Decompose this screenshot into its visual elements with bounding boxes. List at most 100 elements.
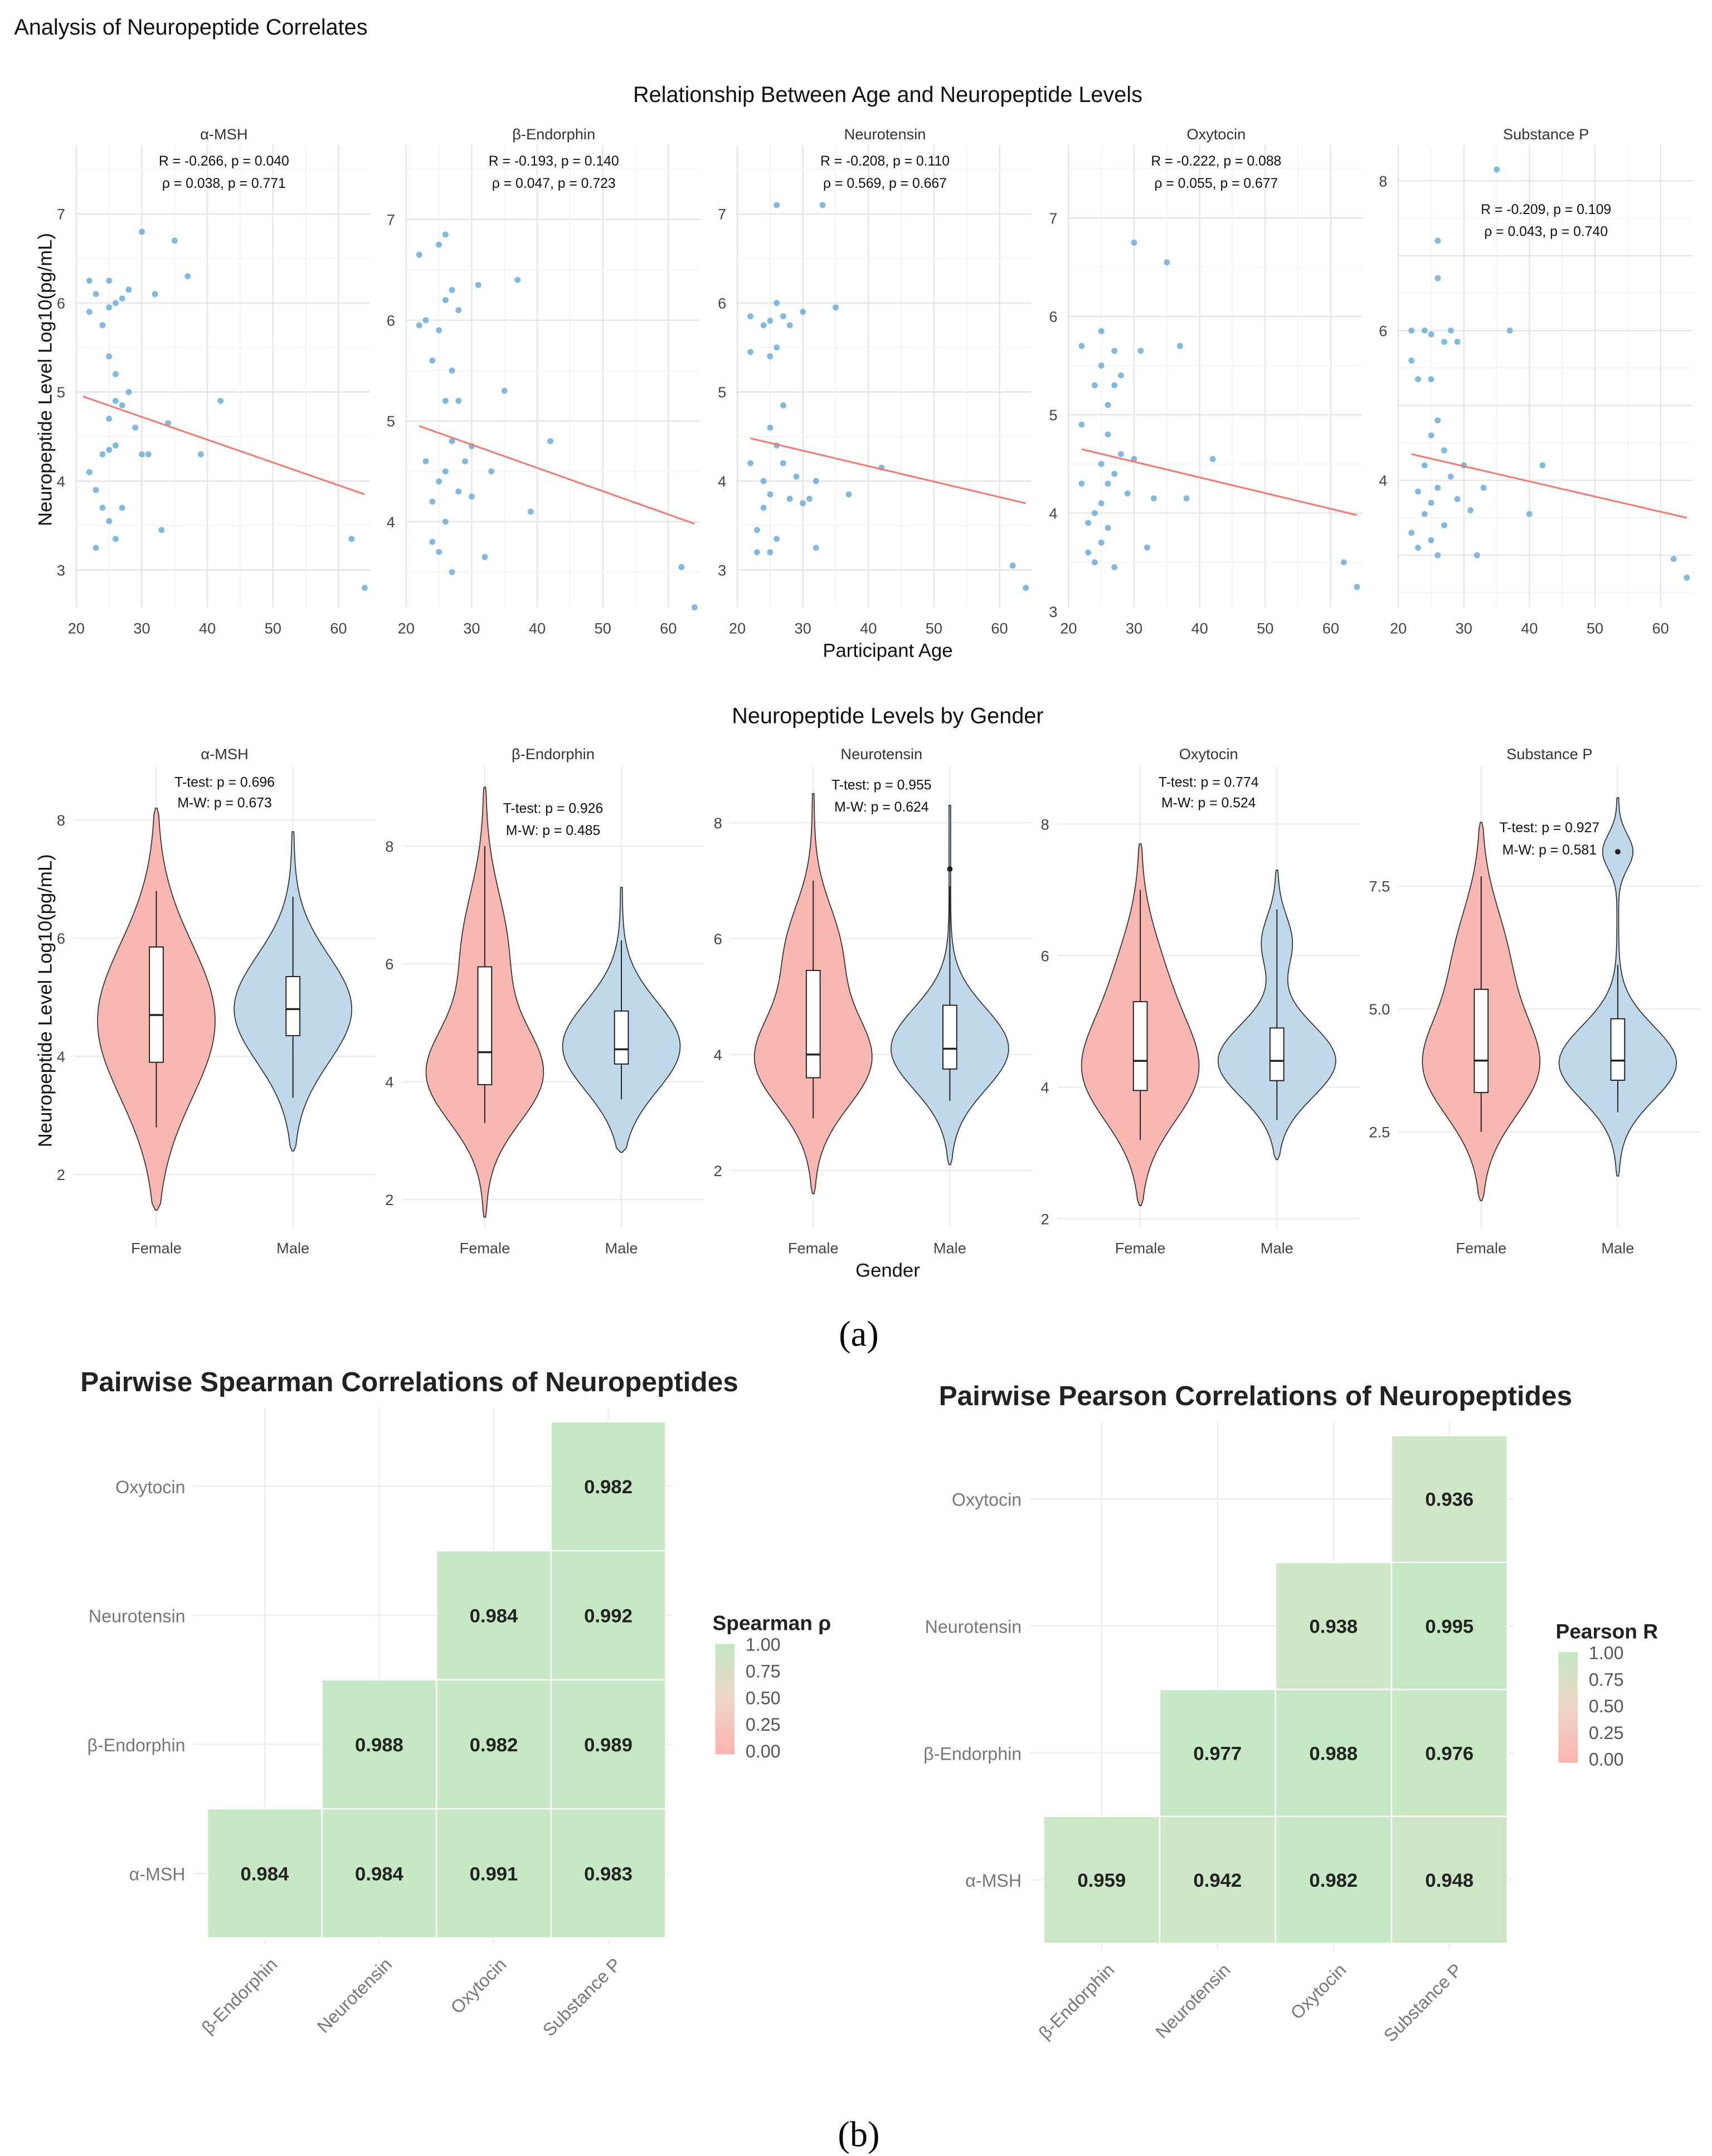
data-point	[1111, 470, 1118, 477]
cell-value: 0.989	[584, 1735, 633, 1756]
data-point	[113, 371, 119, 377]
data-point	[436, 478, 442, 485]
cell-value: 0.982	[470, 1735, 518, 1756]
data-point	[93, 487, 99, 493]
data-point	[1354, 584, 1360, 590]
data-point	[1494, 166, 1500, 173]
y-tick-label: 6	[57, 294, 65, 312]
facet-title: Neurotensin	[844, 125, 926, 143]
violin-ylabel: Neuropeptide Level Log10(pg/mL)	[35, 854, 56, 1147]
x-tick-label: 50	[1587, 620, 1603, 637]
y-tick-label: 4	[1041, 1079, 1049, 1096]
data-point	[1023, 585, 1029, 591]
y-tick-label: 6	[1041, 947, 1049, 964]
x-tick-label: 40	[860, 620, 877, 637]
mann-whitney-stat: M-W: p = 0.673	[177, 796, 271, 811]
data-point	[99, 504, 106, 511]
data-point	[442, 518, 449, 525]
pearson-stat: R = -0.209, p = 0.109	[1481, 202, 1611, 217]
data-point	[786, 496, 793, 502]
boxplot-box	[149, 946, 164, 1063]
data-point	[475, 281, 481, 288]
x-tick-label: 30	[1126, 620, 1142, 637]
y-tick-label: 4	[718, 473, 726, 490]
data-point	[753, 549, 760, 556]
data-point	[442, 231, 449, 238]
data-point	[106, 278, 113, 284]
x-tick-label: Male	[276, 1239, 309, 1256]
mann-whitney-stat: M-W: p = 0.485	[506, 823, 600, 838]
data-point	[139, 229, 145, 235]
y-tick-label: 4	[385, 1074, 393, 1091]
data-point	[806, 496, 813, 502]
scatter-facet: β-Endorphin 4 5 6 7 20 30 40 50 60 R = -0.193, p =…	[387, 125, 701, 637]
x-tick-label: 40	[1521, 620, 1538, 637]
col-label: Neurotensin	[1151, 1960, 1234, 2042]
mann-whitney-stat: M-W: p = 0.624	[834, 800, 929, 815]
data-point	[845, 491, 852, 498]
facet-title: β-Endorphin	[512, 125, 595, 143]
facet-title: Neurotensin	[840, 745, 922, 763]
data-point	[774, 536, 780, 542]
data-point	[780, 460, 786, 467]
x-tick-label: 40	[1191, 620, 1208, 637]
data-point	[416, 251, 422, 258]
data-point	[99, 451, 106, 458]
data-point	[455, 488, 462, 495]
data-point	[1467, 507, 1474, 513]
data-point	[760, 478, 767, 484]
boxplot-box	[285, 976, 301, 1037]
data-point	[1118, 451, 1124, 458]
data-point	[767, 491, 774, 498]
data-point	[547, 438, 553, 444]
data-point	[217, 397, 224, 404]
data-point	[119, 295, 125, 302]
data-point	[106, 304, 113, 310]
data-point	[819, 202, 826, 208]
data-point	[767, 549, 774, 556]
facet-title: α-MSH	[200, 125, 247, 143]
data-point	[442, 468, 449, 475]
x-tick-label: Female	[459, 1239, 510, 1256]
data-point	[514, 276, 521, 283]
panel-label-a: (a)	[839, 1314, 878, 1353]
regression-line	[419, 425, 695, 525]
data-point	[455, 307, 462, 313]
data-point	[747, 460, 754, 467]
data-point	[125, 287, 132, 293]
facet-title: β-Endorphin	[512, 745, 595, 763]
data-point	[1144, 544, 1150, 551]
data-point	[442, 397, 449, 404]
data-point	[1078, 480, 1085, 487]
heatmap-cell	[321, 1808, 437, 1939]
cell-value: 0.984	[355, 1863, 403, 1885]
y-tick-label: 7	[718, 206, 726, 223]
legend-tick: 1.00	[746, 1635, 781, 1655]
data-point	[1408, 327, 1415, 334]
violin-title: Neuropeptide Levels by Gender	[732, 704, 1043, 729]
spearman-heatmap: Pairwise Spearman Correlations of Neurop…	[80, 1367, 831, 2040]
cell-value: 0.977	[1193, 1743, 1242, 1764]
data-point	[1091, 382, 1098, 389]
data-point	[1176, 343, 1183, 349]
x-tick-label: 40	[529, 620, 546, 637]
data-point	[767, 318, 774, 324]
data-point	[106, 353, 113, 360]
data-point	[106, 518, 113, 525]
violin-xlabel: Gender	[855, 1260, 920, 1281]
data-point	[462, 458, 469, 465]
data-point	[793, 473, 800, 480]
data-point	[449, 569, 455, 575]
data-point	[1085, 549, 1092, 556]
data-point	[1098, 500, 1105, 507]
cell-value: 0.988	[1309, 1743, 1358, 1764]
outlier-point	[947, 866, 953, 872]
data-point	[1421, 511, 1428, 517]
heatmap-cell	[321, 1679, 437, 1810]
data-point	[436, 548, 442, 555]
data-point	[429, 357, 436, 364]
data-point	[1131, 239, 1137, 246]
regression-line	[1081, 448, 1358, 516]
data-point	[1421, 327, 1428, 334]
scatter-facet: Oxytocin 3 4 5 6 7 20 30 40 50 60 R = -0.222, p = 0…	[1049, 125, 1363, 637]
